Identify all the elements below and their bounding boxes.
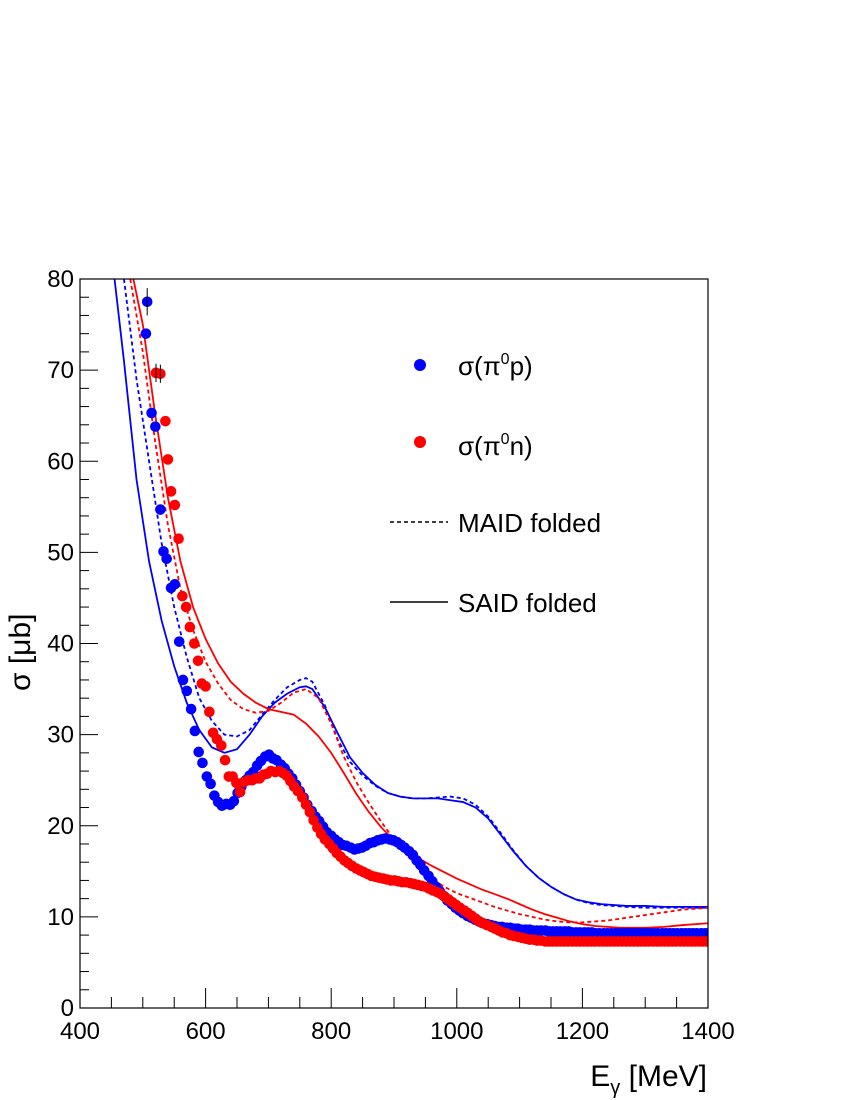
data-point-data_n — [184, 621, 196, 633]
data-point-data_p — [702, 927, 708, 939]
data-point-data_n — [204, 706, 215, 718]
y-tick-label: 60 — [47, 448, 74, 475]
data-point-data_n — [177, 590, 188, 602]
data-point-data_n — [192, 655, 204, 667]
data-point-data_p — [228, 795, 240, 807]
x-axis-ticks: 400 600 800 1000 1200 1400 — [60, 988, 735, 1045]
data-point-data_n — [701, 936, 708, 947]
data-point-data_n — [304, 806, 316, 818]
data-point-data_p — [193, 746, 204, 758]
y-tick-label: 40 — [47, 631, 74, 658]
data-point-data_p — [173, 636, 185, 647]
x-tick-label: 1400 — [681, 1018, 734, 1045]
y-tick-label: 50 — [47, 539, 74, 566]
data-point-data_p — [181, 685, 193, 697]
data-point-data_p — [197, 757, 208, 769]
curve-SAID_p — [113, 279, 708, 908]
y-tick-label: 80 — [47, 266, 74, 293]
legend-label-proton: σ(π0p) — [458, 351, 533, 381]
data-point-data_n — [169, 499, 181, 511]
legend-label-maid: MAID folded — [458, 508, 601, 538]
y-tick-label: 10 — [47, 904, 74, 931]
data-point-data_n — [165, 486, 177, 497]
data-point-data_n — [180, 601, 192, 613]
curve-MAID_n — [129, 279, 708, 924]
data-point-data_p — [185, 703, 197, 715]
data-point-data_p — [177, 674, 189, 686]
data-point-data_n — [162, 454, 174, 465]
x-tick-label: 600 — [186, 1018, 226, 1045]
data-point-data_p — [169, 578, 181, 590]
y-tick-label: 20 — [47, 813, 74, 840]
data-point-data_p — [146, 407, 157, 419]
y-tick-label: 0 — [61, 995, 74, 1022]
legend-marker-neutron — [414, 436, 426, 448]
data-point-data_p — [205, 778, 216, 790]
curve-MAID_p — [123, 279, 708, 909]
x-axis-title: Eγ [MeV] — [590, 1060, 707, 1099]
data-point-data_n — [219, 754, 231, 766]
x-tick-label: 400 — [60, 1018, 100, 1045]
data-point-data_p — [161, 553, 172, 565]
data-point-data_n — [216, 740, 227, 751]
x-tick-label: 1000 — [430, 1018, 483, 1045]
data-point-data_n — [234, 786, 246, 798]
data-point-data_n — [200, 681, 211, 692]
data-point-data_p — [150, 421, 161, 432]
y-tick-label: 70 — [47, 357, 74, 384]
data-points — [140, 288, 708, 947]
data-point-data_p — [155, 504, 166, 515]
y-tick-label: 30 — [47, 722, 74, 749]
data-point-data_n — [173, 533, 184, 545]
plot-frame — [79, 278, 709, 1009]
y-axis-title: σ [μb] — [4, 614, 37, 692]
y-axis-ticks: 0 10 20 30 40 50 60 70 80 — [47, 266, 98, 1022]
legend-label-neutron: σ(π0n) — [458, 431, 533, 461]
data-point-data_n — [189, 638, 200, 649]
curve-SAID_n — [132, 279, 708, 929]
x-tick-label: 1200 — [556, 1018, 609, 1045]
data-point-data_p — [189, 725, 201, 737]
model-curves — [113, 279, 708, 929]
legend: σ(π0p) σ(π0n) MAID folded SAID folded — [390, 351, 601, 618]
legend-marker-proton — [414, 359, 426, 371]
data-point-data_p — [140, 328, 152, 339]
x-tick-label: 800 — [311, 1018, 351, 1045]
data-point-data_n — [160, 415, 171, 427]
legend-label-said: SAID folded — [458, 588, 597, 618]
